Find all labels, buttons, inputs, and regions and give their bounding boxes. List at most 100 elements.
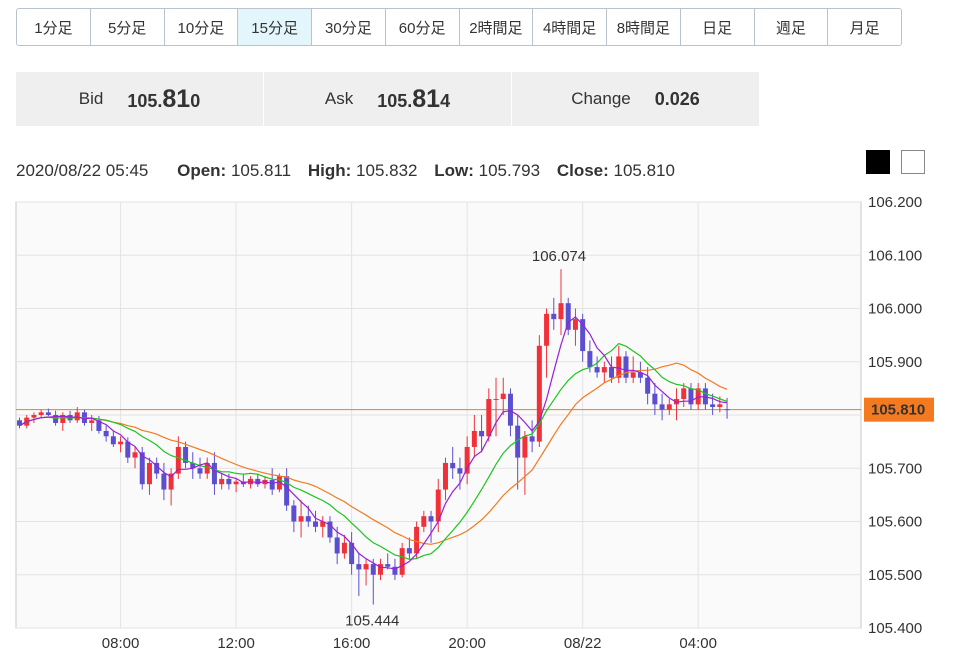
candle-body: [414, 526, 420, 554]
candle-body: [464, 446, 470, 474]
candle-body: [594, 367, 600, 373]
candle: [298, 500, 304, 538]
candle-body: [298, 516, 304, 522]
candle: [688, 383, 694, 410]
candle-body: [399, 548, 405, 575]
ask-small-digit: 4: [440, 90, 451, 111]
candle-body: [197, 468, 203, 474]
candle-body: [161, 473, 167, 490]
open-value: 105.811: [230, 161, 292, 180]
candle-body: [609, 367, 615, 378]
light-theme-toggle[interactable]: [901, 150, 925, 174]
candle: [74, 407, 80, 423]
dark-theme-toggle[interactable]: [866, 150, 890, 174]
candle: [269, 468, 275, 495]
candle-body: [551, 313, 557, 320]
timeframe-button[interactable]: 月足: [849, 19, 880, 37]
low-label: Low:: [434, 161, 474, 180]
candle-body: [38, 412, 44, 415]
x-tick-label: 12:00: [217, 635, 255, 652]
candle-body: [204, 462, 210, 474]
timeframe-button[interactable]: 5分足: [91, 9, 165, 45]
candle: [551, 297, 557, 330]
candle-body: [363, 564, 369, 570]
candle: [659, 393, 665, 421]
candle-body: [276, 476, 282, 490]
candle: [190, 452, 196, 479]
candle: [38, 409, 44, 418]
current-price-tag: [864, 397, 934, 422]
candle-body: [442, 462, 448, 490]
candle-body: [132, 452, 138, 458]
candle: [406, 537, 412, 559]
candle: [45, 408, 51, 417]
candle-body: [168, 473, 174, 490]
timeframe-selector: 1分足 5分足 10分足 15分足 30分足 60分足 2時間足 4時間足 8時間足 日足 週足 月足: [16, 8, 902, 46]
bid-label: Bid: [78, 89, 104, 108]
candle-body: [536, 345, 542, 442]
ma-mid-line: [19, 342, 728, 561]
candle-body: [522, 436, 528, 458]
candle: [313, 510, 319, 533]
change-value: 0.026: [654, 88, 700, 109]
candle: [161, 462, 167, 501]
timeframe-button[interactable]: 4時間足: [533, 9, 607, 45]
price-chart[interactable]: 106.200106.100106.000105.900105.800105.7…: [0, 190, 956, 662]
candle: [110, 430, 116, 447]
candle-body: [53, 415, 59, 423]
ohlc-readout: 2020/08/22 05:45 Open: 105.811 High: 105…: [16, 161, 675, 181]
timeframe-button[interactable]: 8時間足: [607, 9, 681, 45]
candle-body: [110, 436, 116, 445]
timeframe-button[interactable]: 15分足: [238, 9, 312, 45]
timeframe-button[interactable]: 週足: [755, 9, 829, 45]
candle: [681, 383, 687, 408]
candle: [529, 420, 535, 453]
change-label: Change: [571, 89, 631, 108]
candle: [428, 510, 434, 543]
timeframe-button[interactable]: 日足: [681, 9, 755, 45]
x-tick-label: 08/22: [564, 635, 602, 652]
low-value: 105.793: [478, 161, 541, 180]
x-tick-label: 08:00: [102, 635, 140, 652]
open-label: Open:: [177, 161, 227, 180]
candle-body: [45, 412, 51, 415]
candle: [652, 383, 658, 415]
candle-body: [544, 313, 550, 346]
y-tick-label: 106.100: [868, 247, 922, 264]
timeframe-button[interactable]: 2時間足: [460, 9, 534, 45]
candle-body: [507, 393, 513, 426]
candle-body: [471, 430, 477, 447]
candle: [17, 417, 22, 429]
ma-long-line: [19, 362, 728, 545]
candle-body: [688, 388, 694, 405]
candle: [139, 446, 145, 490]
close-value: 105.810: [613, 161, 675, 180]
candle: [204, 457, 210, 479]
candle-body: [717, 404, 723, 408]
timeframe-button[interactable]: 10分足: [165, 9, 239, 45]
candle-body: [710, 404, 716, 408]
candle: [464, 436, 470, 485]
candle: [385, 553, 391, 570]
candle: [276, 473, 282, 493]
candle-body: [233, 481, 239, 485]
timeframe-button[interactable]: 60分足: [386, 9, 460, 45]
high-value: 105.832: [356, 161, 418, 180]
timeframe-button[interactable]: 1分足: [17, 9, 91, 45]
candle-body: [349, 542, 355, 565]
candle-body: [515, 425, 521, 458]
ask-value: 105.814: [377, 85, 450, 114]
candle: [558, 269, 564, 336]
candle: [645, 367, 651, 405]
candle-body: [219, 478, 225, 485]
candle: [60, 412, 66, 431]
candle-body: [118, 441, 124, 445]
ask-big-digits: 81: [412, 84, 441, 113]
candle-body: [334, 537, 340, 554]
change-cell: Change 0.026: [512, 72, 759, 126]
timeframe-button[interactable]: 30分足: [312, 9, 386, 45]
candle: [154, 457, 160, 479]
candle: [522, 430, 528, 495]
candle-body: [450, 462, 456, 469]
candle-body: [74, 412, 80, 421]
